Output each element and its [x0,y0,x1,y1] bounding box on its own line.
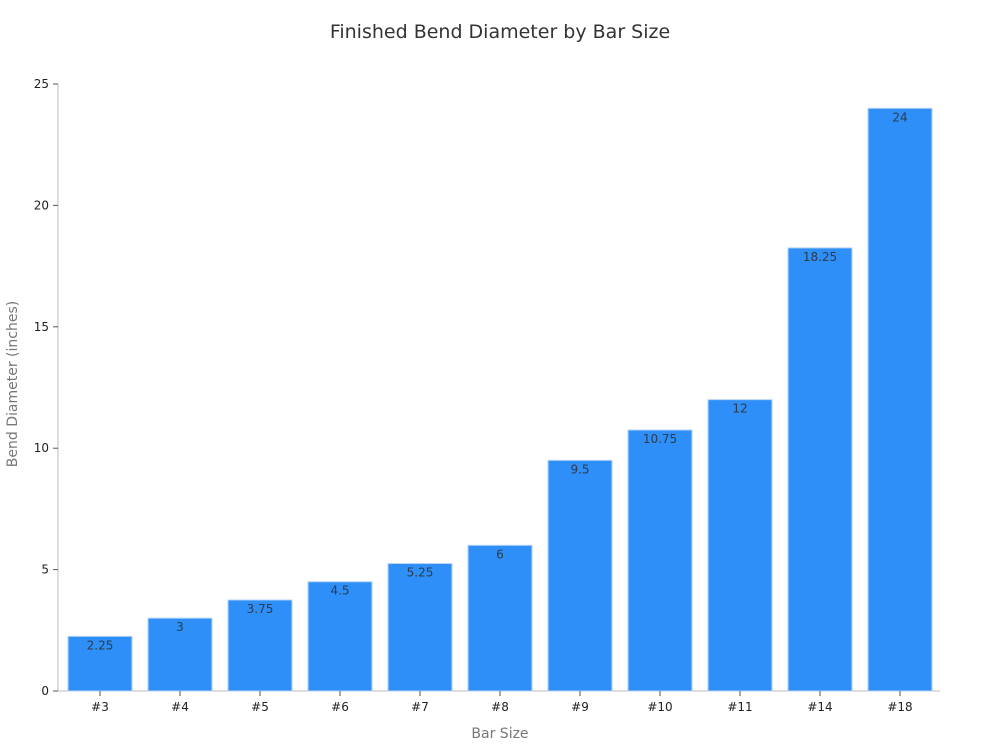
x-tick-label: #9 [571,700,589,714]
x-tick-label: #7 [411,700,429,714]
bar[interactable] [387,563,453,692]
bar[interactable] [547,459,613,692]
x-tick-label: #14 [807,700,832,714]
bar[interactable] [627,429,693,692]
y-tick-label: 0 [41,684,49,698]
y-tick-label: 5 [41,563,49,577]
x-tick-label: #8 [491,700,509,714]
bar[interactable] [307,581,373,692]
y-tick-label: 25 [34,77,49,91]
bar[interactable] [707,399,773,692]
bar[interactable] [467,544,533,692]
chart-title: Finished Bend Diameter by Bar Size [330,21,670,43]
y-tick-label: 15 [34,320,49,334]
x-axis-label: Bar Size [471,726,528,742]
bar-value-label: 5.25 [407,566,434,580]
y-tick-label: 20 [34,198,49,212]
bar-value-label: 10.75 [643,432,677,446]
bar-value-label: 3 [176,620,184,634]
y-tick-label: 10 [34,441,49,455]
x-tick-label: #11 [727,700,752,714]
bar-value-label: 9.5 [570,462,589,476]
y-axis-label: Bend Diameter (inches) [5,301,21,467]
bar-value-label: 6 [496,547,504,561]
x-tick-label: #6 [331,700,349,714]
bar[interactable] [787,247,853,692]
bar[interactable] [67,635,133,692]
bar-value-label: 2.25 [87,638,114,652]
x-tick-label: #10 [647,700,672,714]
bar-value-label: 3.75 [247,602,274,616]
x-tick-label: #3 [91,700,109,714]
plot-area: 0 5 10 15 20 25 2.25 #3 3 #4 3.75 #5 4.5 #6 5.25 #7 6 #8 9… [34,77,940,714]
bar-value-label: 12 [732,402,747,416]
x-tick-label: #4 [171,700,189,714]
bar-value-label: 4.5 [330,584,349,598]
bar-value-label: 24 [892,110,907,124]
bar-value-label: 18.25 [803,250,837,264]
bar[interactable] [867,107,933,692]
x-tick-label: #5 [251,700,269,714]
x-tick-label: #18 [887,700,912,714]
